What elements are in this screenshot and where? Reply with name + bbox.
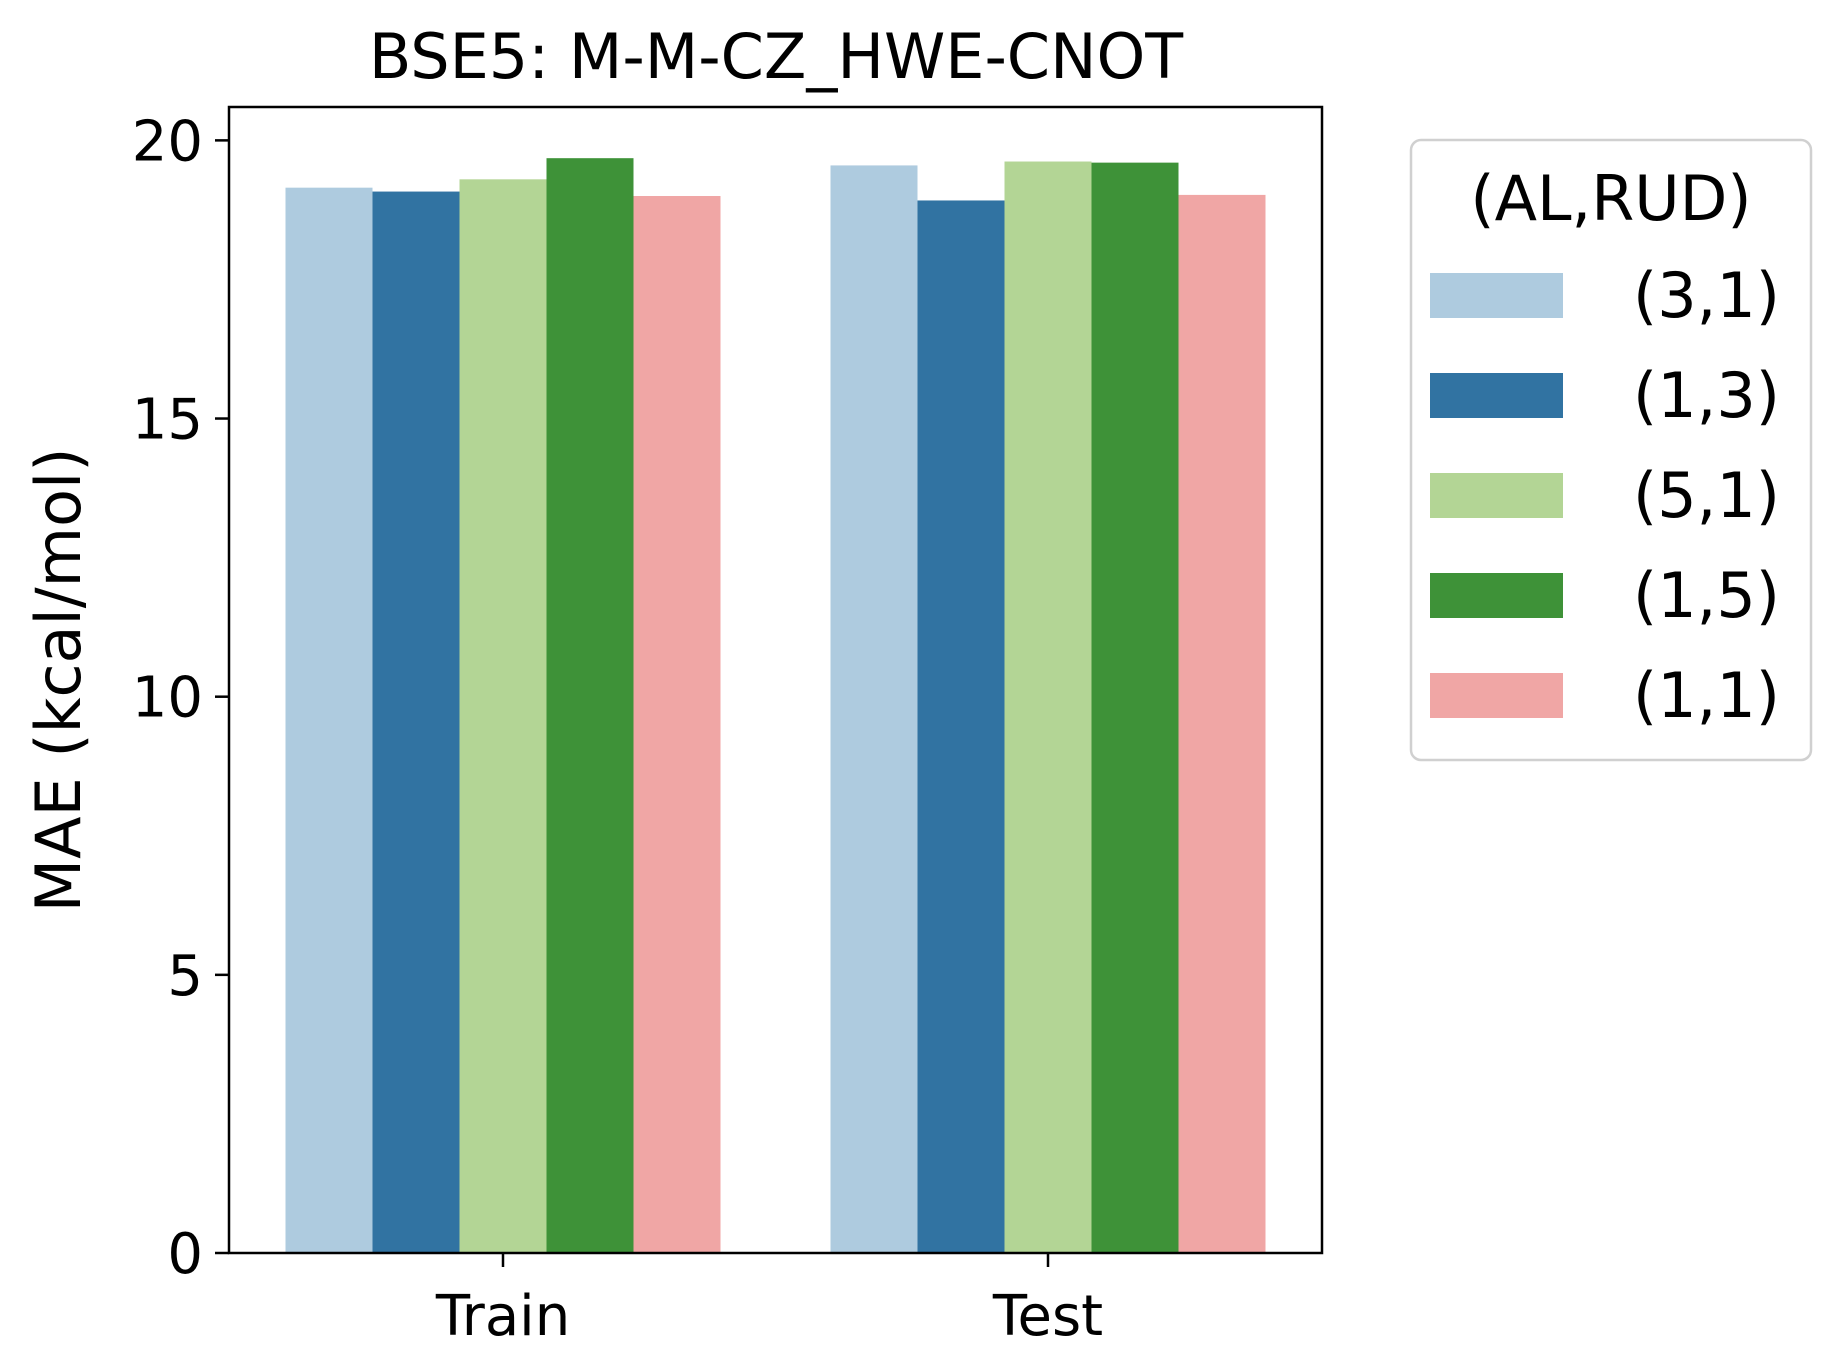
bar-train-5-1 [459,179,547,1253]
legend-title: (AL,RUD) [1470,162,1751,235]
bar-train-1-3 [372,191,460,1254]
legend-swatch [1430,573,1563,618]
y-tick-label: 20 [132,109,203,174]
bar-train-1-5 [546,158,634,1254]
chart-title: BSE5: M-M-CZ_HWE-CNOT [369,20,1184,93]
legend-swatch [1430,373,1563,418]
legend-label: (1,3) [1633,359,1780,432]
bar-test-1-5 [1091,162,1179,1253]
bar-train-1-1 [633,196,721,1253]
legend-swatch [1430,673,1563,718]
bar-test-3-1 [830,165,918,1254]
bars-group [285,158,1266,1254]
x-tick-label: Test [992,1284,1103,1349]
legend: (AL,RUD) (3,1) (1,3) (5,1) (1,5) (1,1) [1409,138,1813,762]
legend-swatch [1430,473,1563,518]
y-tick-label: 0 [167,1222,203,1287]
bar-test-1-1 [1178,194,1266,1253]
x-tick-label: Train [435,1284,570,1349]
y-axis-ticks: 0 5 10 15 20 [132,109,229,1287]
legend-label: (1,1) [1633,659,1780,732]
bar-train-3-1 [285,187,373,1254]
bar-test-1-3 [917,200,1005,1253]
y-axis-label: MAE (kcal/mol) [22,448,95,913]
legend-label: (5,1) [1633,459,1780,532]
legend-label: (3,1) [1633,259,1780,332]
y-tick-label: 15 [132,388,203,453]
y-tick-label: 10 [132,666,203,731]
bar-test-5-1 [1004,161,1092,1254]
plot-frame [227,105,1324,1255]
y-tick-label: 5 [167,944,203,1009]
legend-label: (1,5) [1633,559,1780,632]
x-axis-ticks: Train Test [435,1253,1103,1349]
legend-items: (3,1) (1,3) (5,1) (1,5) (1,1) [1430,259,1780,732]
legend-swatch [1430,273,1563,318]
